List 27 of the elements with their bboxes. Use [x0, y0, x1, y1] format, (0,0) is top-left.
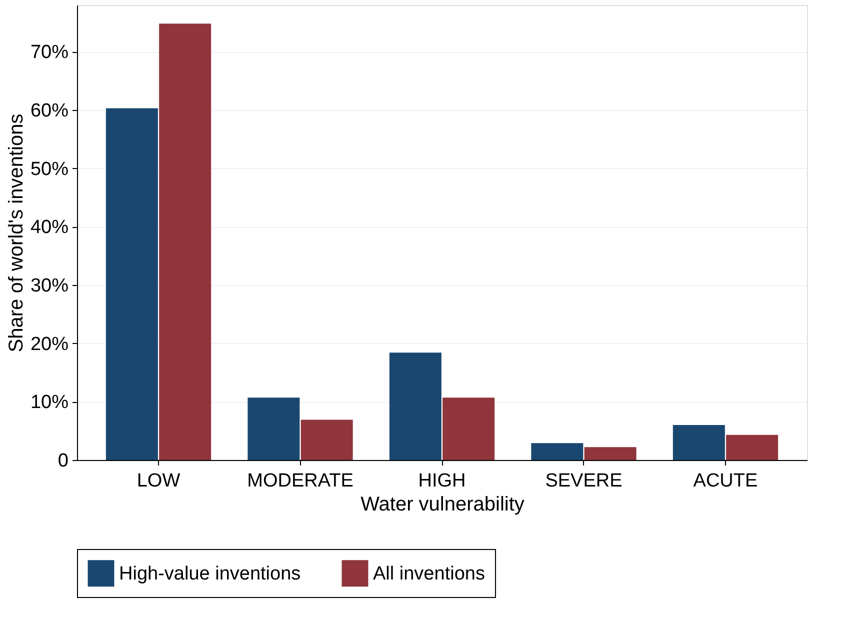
x-tick-label: LOW: [136, 470, 180, 492]
y-tick-label: 30%: [30, 276, 69, 296]
legend-label: High-value inventions: [119, 563, 301, 584]
bar: [726, 434, 778, 460]
bar: [389, 352, 442, 460]
x-tick-label: HIGH: [418, 470, 466, 492]
y-tick-label: 60%: [30, 100, 69, 122]
x-axis-title: Water vulnerability: [360, 494, 524, 516]
bar: [531, 443, 584, 460]
x-tick-label: ACUTE: [693, 470, 758, 492]
bar: [584, 447, 636, 460]
x-tick-label: SEVERE: [545, 470, 622, 492]
bar: [442, 398, 495, 460]
bar: [159, 24, 212, 460]
y-tick-label: 50%: [30, 158, 69, 180]
legend-label: All inventions: [373, 563, 485, 584]
y-tick-label: 10%: [30, 392, 69, 414]
y-tick-label: 20%: [30, 334, 69, 355]
bar: [248, 398, 300, 460]
bar: [106, 108, 158, 460]
bar: [300, 420, 353, 460]
bar: [672, 425, 725, 460]
y-tick-label: 70%: [30, 42, 69, 64]
y-tick-label: 0: [58, 450, 68, 472]
x-tick-label: MODERATE: [247, 470, 354, 492]
y-axis-title: Share of world's inventions: [5, 114, 28, 352]
y-tick-label: 40%: [30, 217, 69, 238]
